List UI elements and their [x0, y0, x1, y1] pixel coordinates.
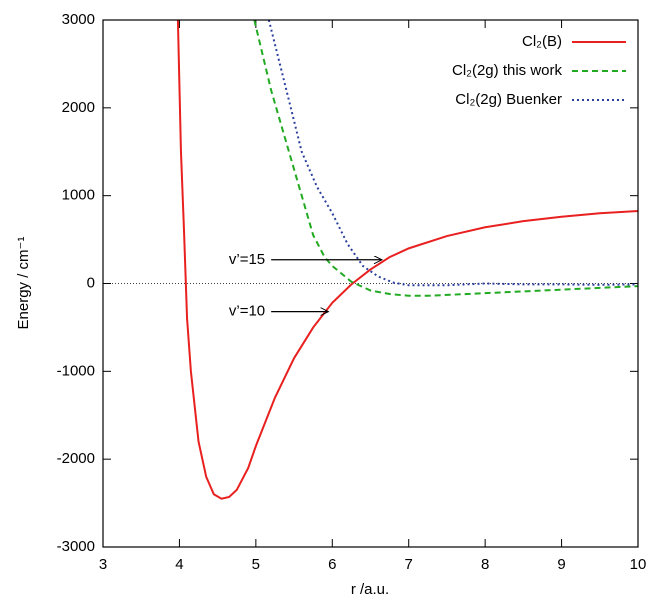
annotation-text: v’=10: [229, 303, 265, 320]
x-tick-label: 4: [175, 556, 183, 573]
x-tick-label: 6: [328, 556, 336, 573]
x-tick-label: 7: [405, 556, 413, 573]
x-tick-label: 5: [252, 556, 260, 573]
y-tick-label: 3000: [62, 11, 95, 28]
y-tick-label: 0: [87, 274, 95, 291]
x-axis-label: r /a.u.: [351, 581, 389, 598]
y-tick-label: -1000: [57, 362, 95, 379]
series-line: [253, 20, 638, 297]
x-tick-label: 10: [630, 556, 647, 573]
y-tick-label: -2000: [57, 450, 95, 467]
series-line: [267, 20, 638, 287]
legend-label: Cl₂(2g) this work: [452, 62, 563, 79]
x-tick-label: 9: [557, 556, 565, 573]
series-line: [176, 20, 638, 500]
legend-label: Cl₂(2g) Buenker: [455, 91, 562, 108]
y-tick-label: 2000: [62, 99, 95, 116]
annotation-text: v’=15: [229, 251, 265, 268]
y-axis-label: Energy / cm⁻¹: [15, 237, 32, 330]
legend-label: Cl₂(B): [522, 33, 562, 50]
y-tick-label: 1000: [62, 187, 95, 204]
x-tick-label: 3: [99, 556, 107, 573]
y-tick-label: -3000: [57, 538, 95, 555]
x-tick-label: 8: [481, 556, 489, 573]
plot-frame: [102, 19, 639, 548]
